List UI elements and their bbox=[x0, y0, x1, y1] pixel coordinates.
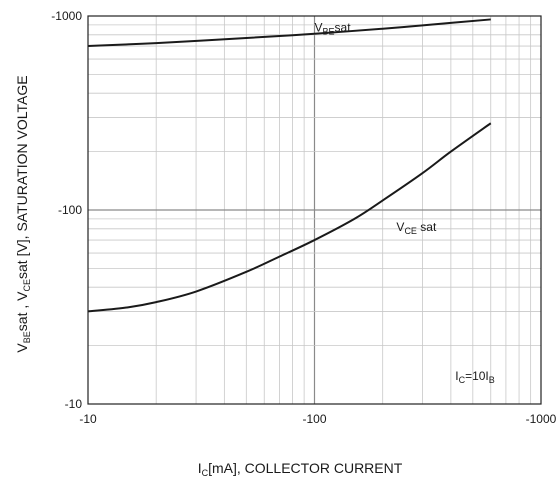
annotation-s2: B bbox=[489, 375, 495, 385]
x-axis-label-main: I bbox=[198, 460, 202, 476]
y-axis-label-p2: sat , V bbox=[14, 291, 30, 331]
y-axis-label: VBEsat , VCEsat [V], SATURATION VOLTAGE bbox=[14, 75, 32, 352]
annotation-s1: C bbox=[459, 375, 466, 385]
series-label-main: V bbox=[396, 220, 404, 234]
series-label-rest: sat bbox=[335, 21, 352, 35]
series-label-rest: sat bbox=[417, 220, 437, 234]
y-tick-label: -10 bbox=[65, 397, 83, 411]
tick-labels: -10 -100 -1000 -10 -100 -1000 bbox=[51, 9, 556, 426]
annotation-p2: =10I bbox=[465, 369, 489, 383]
plot-frame bbox=[87, 15, 542, 405]
x-axis-label-rest: [mA], COLLECTOR CURRENT bbox=[208, 460, 403, 476]
series-label-main: V bbox=[315, 21, 323, 35]
condition-annotation: IC=10IB bbox=[455, 369, 495, 385]
x-axis-label-sub: C bbox=[202, 468, 209, 478]
series-label-sub: BE bbox=[323, 27, 335, 37]
y-tick-label: -1000 bbox=[51, 9, 82, 23]
x-axis-label: IC[mA], COLLECTOR CURRENT bbox=[198, 460, 403, 478]
series-line-cesat bbox=[87, 122, 492, 313]
x-tick-label: -100 bbox=[302, 412, 326, 426]
x-tick-label: -10 bbox=[79, 412, 97, 426]
y-tick-label: -100 bbox=[58, 203, 82, 217]
y-axis-label-s1: BE bbox=[22, 331, 32, 343]
series-label-besat: VBEsat bbox=[315, 21, 352, 37]
grid-lines bbox=[88, 16, 541, 404]
y-axis-label-p1: V bbox=[14, 343, 30, 353]
data-curves bbox=[87, 18, 492, 313]
annotation-p1: I bbox=[455, 369, 458, 383]
series-line-besat bbox=[87, 18, 491, 48]
y-axis-label-s2: CE bbox=[22, 279, 32, 292]
y-axis-label-p3: sat [V], SATURATION VOLTAGE bbox=[14, 75, 30, 279]
series-label-sub: CE bbox=[404, 226, 417, 236]
x-tick-label: -1000 bbox=[526, 412, 557, 426]
series-label-cesat: VCE sat bbox=[396, 220, 437, 236]
